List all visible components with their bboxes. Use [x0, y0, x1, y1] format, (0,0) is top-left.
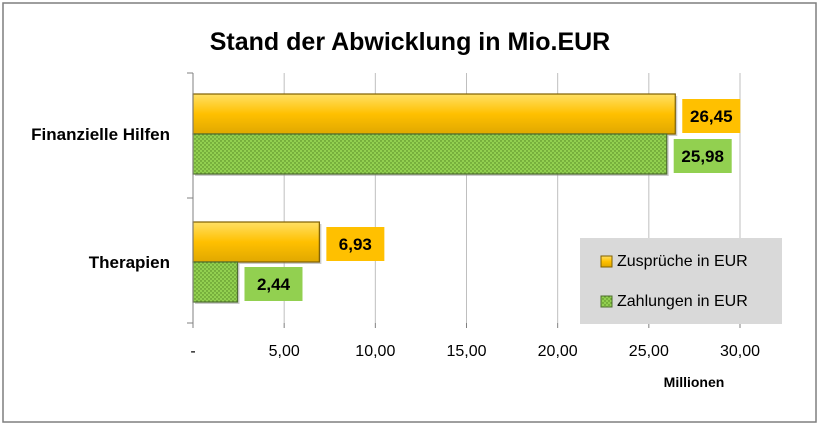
legend-label: Zahlungen in EUR	[617, 293, 748, 310]
bar	[192, 133, 668, 175]
bar	[192, 261, 239, 303]
bar	[192, 221, 320, 263]
x-tick-label: 25,00	[629, 343, 669, 360]
data-label: 25,98	[681, 147, 724, 166]
x-tick-label: 5,00	[269, 343, 300, 360]
x-tick-label: 10,00	[355, 343, 395, 360]
legend-box	[580, 238, 782, 324]
x-tick-label: -	[190, 343, 195, 360]
legend-swatch	[600, 295, 613, 308]
bar	[192, 93, 676, 135]
x-tick-label: 30,00	[720, 343, 760, 360]
chart-frame	[2, 2, 817, 423]
chart-title: Stand der Abwicklung in Mio.EUR	[210, 28, 610, 56]
legend-swatch	[600, 255, 613, 268]
category-label: Finanzielle Hilfen	[31, 125, 170, 144]
data-label-bg	[244, 267, 303, 301]
x-tick-label: 20,00	[538, 343, 578, 360]
data-label: 2,44	[257, 275, 291, 294]
data-label: 26,45	[690, 107, 733, 126]
x-tick-label: 15,00	[446, 343, 486, 360]
data-label-bg	[682, 99, 741, 133]
data-label-bg	[673, 139, 732, 173]
category-label: Therapien	[89, 253, 170, 272]
data-labels: 26,45 25,98 6,93 2,44	[244, 99, 741, 301]
data-label: 6,93	[339, 235, 372, 254]
bars	[192, 93, 678, 304]
data-label-bg	[326, 227, 385, 261]
axes: - 5,00 10,00 15,00 20,00 25,00 30,00 Finanziell…	[31, 72, 760, 360]
x-axis-title: Millionen	[664, 374, 725, 390]
legend: Zusprüche in EUR Zahlungen in EUR	[580, 238, 782, 324]
legend-label: Zusprüche in EUR	[617, 253, 748, 270]
